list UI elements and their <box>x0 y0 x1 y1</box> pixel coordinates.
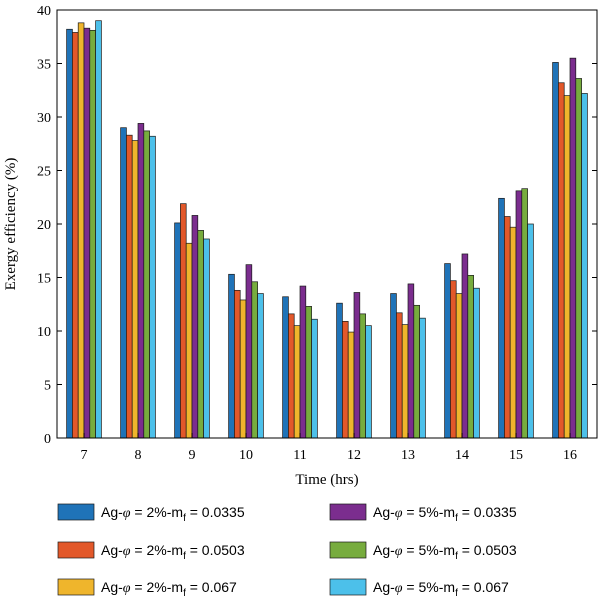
y-tick-label: 10 <box>37 325 51 340</box>
y-tick-label: 30 <box>37 111 51 126</box>
bar-series-4-t7 <box>83 27 91 439</box>
bar-series-5-t13 <box>413 304 420 439</box>
bar-series-4-t14 <box>461 253 469 439</box>
x-axis-title: Time (hrs) <box>295 472 358 488</box>
bar-series-4-t11 <box>299 285 307 439</box>
legend-swatch-1 <box>57 503 95 521</box>
bar-series-1-t16 <box>552 62 559 439</box>
bar-series-2-t13 <box>396 312 403 439</box>
bar-series-1-t8 <box>120 127 127 439</box>
bar-series-2-t11 <box>288 313 295 439</box>
x-tick-label: 11 <box>293 448 306 463</box>
bar-series-5-t11 <box>305 306 312 439</box>
legend-label-1: Ag-φ = 2%-mf = 0.0335 <box>101 504 245 524</box>
x-tick-label: 12 <box>347 448 361 463</box>
y-tick-label: 35 <box>37 58 51 73</box>
bar-series-3-t8 <box>131 140 139 439</box>
bar-series-4-t12 <box>353 292 361 439</box>
legend: Ag-φ = 2%-mf = 0.0335 Ag-φ = 2%-mf = 0.05… <box>57 503 517 599</box>
legend-swatch-2 <box>57 541 95 559</box>
bar-series-3-t13 <box>401 324 409 439</box>
bar-series-2-t16 <box>558 82 565 439</box>
y-tick-label: 20 <box>37 218 51 233</box>
legend-swatch-5 <box>329 541 367 559</box>
legend-label-6: Ag-φ = 5%-mf = 0.067 <box>373 579 509 599</box>
bar-series-6-t8 <box>149 135 156 439</box>
x-tick-label: 9 <box>189 448 196 463</box>
bar-series-4-t10 <box>245 264 253 439</box>
x-tick-label: 7 <box>81 448 88 463</box>
bar-series-2-t14 <box>450 280 457 439</box>
bar-series-1-t15 <box>498 197 505 439</box>
bar-series-6-t13 <box>419 317 426 439</box>
bar-series-5-t12 <box>359 313 366 439</box>
bar-series-3-t12 <box>347 331 355 439</box>
legend-label-2: Ag-φ = 2%-mf = 0.0503 <box>101 542 245 562</box>
bar-series-1-t11 <box>282 296 289 439</box>
y-axis-title: Exergy efficiency (%) <box>3 158 19 291</box>
bar-series-1-t10 <box>228 273 235 439</box>
legend-swatch-3 <box>57 578 95 596</box>
bar-series-4-t16 <box>569 57 577 439</box>
bar-series-5-t16 <box>575 78 582 439</box>
x-tick-label: 14 <box>455 448 469 463</box>
bar-series-6-t10 <box>257 293 264 439</box>
bar-series-3-t7 <box>77 22 85 439</box>
y-tick-label: 5 <box>44 379 51 394</box>
y-tick-label: 0 <box>44 432 51 447</box>
x-tick-label: 16 <box>563 448 577 463</box>
bar-series-2-t8 <box>126 134 133 439</box>
legend-swatch-6 <box>329 578 367 596</box>
bar-series-3-t11 <box>293 325 301 439</box>
bar-series-1-t9 <box>174 222 181 439</box>
bar-series-6-t11 <box>311 318 318 439</box>
bar-series-2-t7 <box>72 32 79 439</box>
bar-series-4-t8 <box>137 123 145 439</box>
bar-series-6-t14 <box>473 287 480 439</box>
x-tick-label: 15 <box>509 448 523 463</box>
bar-series-5-t8 <box>143 130 150 439</box>
bar-series-5-t7 <box>89 29 96 439</box>
y-tick-label: 15 <box>37 272 51 287</box>
bar-series-1-t7 <box>66 28 73 439</box>
bar-series-5-t15 <box>521 188 528 439</box>
bar-series-6-t16 <box>581 93 588 439</box>
legend-label-3: Ag-φ = 2%-mf = 0.067 <box>101 579 237 599</box>
bar-series-2-t10 <box>234 289 241 439</box>
bar-series-1-t14 <box>444 263 451 439</box>
bar-series-1-t12 <box>336 302 343 439</box>
bar-series-5-t10 <box>251 281 258 439</box>
bar-series-2-t15 <box>504 216 511 439</box>
bar-series-3-t14 <box>455 293 463 439</box>
bar-series-3-t16 <box>563 95 571 439</box>
bar-series-2-t12 <box>342 321 349 439</box>
bar-series-6-t12 <box>365 325 372 439</box>
y-tick-label: 25 <box>37 165 51 180</box>
legend-label-5: Ag-φ = 5%-mf = 0.0503 <box>373 542 517 562</box>
bar-series-3-t10 <box>239 299 247 439</box>
bar-series-2-t9 <box>180 203 187 439</box>
bar-series-3-t15 <box>509 226 517 439</box>
bar-series-3-t9 <box>185 242 193 439</box>
bar-series-5-t14 <box>467 275 474 439</box>
bar-series-5-t9 <box>197 230 204 439</box>
bar-series-6-t7 <box>95 20 102 439</box>
legend-swatch-4 <box>329 503 367 521</box>
bar-series-1-t13 <box>390 293 397 439</box>
legend-label-4: Ag-φ = 5%-mf = 0.0335 <box>373 504 517 524</box>
x-tick-label: 13 <box>401 448 415 463</box>
bar-series-4-t15 <box>515 190 523 439</box>
x-tick-label: 10 <box>239 448 253 463</box>
x-tick-label: 8 <box>135 448 142 463</box>
bar-series-4-t9 <box>191 215 199 439</box>
y-tick-label: 40 <box>37 4 51 19</box>
bar-series-4-t13 <box>407 283 415 439</box>
bar-series-6-t9 <box>203 238 210 439</box>
bar-series-6-t15 <box>527 223 534 439</box>
axes-group: 0 5 10 15 20 25 30 35 40 7 8 9 10 11 12 13 14 15 16 <box>37 4 598 463</box>
bars-group <box>66 20 588 439</box>
